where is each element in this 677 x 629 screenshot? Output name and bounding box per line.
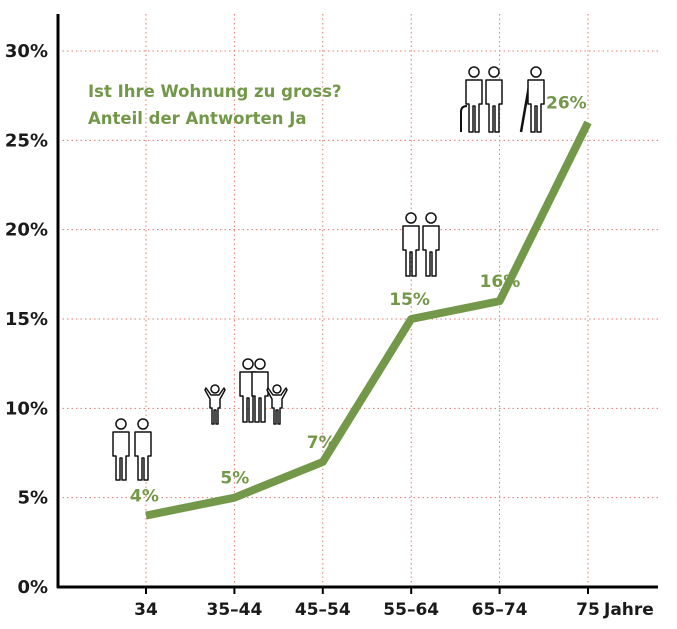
data-label: 26% [546, 93, 587, 113]
couple-icon [112, 418, 152, 481]
y-tick-label: 20% [5, 220, 48, 241]
data-label: 16% [480, 272, 521, 292]
data-label: 15% [389, 290, 430, 310]
data-label: 4% [130, 487, 159, 507]
x-tick-label: 45–54 [295, 600, 351, 620]
couple-icon [402, 212, 440, 277]
data-label: 5% [220, 469, 249, 489]
walking-cane-icon [460, 105, 468, 132]
y-tick-label: 30% [5, 41, 48, 62]
y-tick-label: 5% [17, 488, 48, 509]
y-tick-label: 0% [17, 577, 48, 598]
x-tick-label: 34 [134, 600, 158, 620]
grid-lines [58, 14, 658, 594]
series-group [145, 120, 592, 520]
chart-subtitle: Anteil der Antworten Ja [88, 109, 307, 128]
x-axis-unit-label: Jahre [603, 600, 654, 620]
elderly-couple-or-single-icon [460, 66, 545, 133]
y-tick-label: 25% [5, 130, 48, 151]
data-label: 7% [307, 433, 336, 453]
axes [56, 14, 658, 589]
family-with-children-icon [204, 358, 288, 425]
y-tick-labels: 0% 5% 10% 15% 20% 25% 30% [5, 41, 48, 598]
series-line [145, 120, 592, 520]
x-tick-label: 35–44 [206, 600, 262, 620]
x-tick-label: 55–64 [383, 600, 439, 620]
y-tick-label: 10% [5, 398, 48, 419]
chart-title: Ist Ihre Wohnung zu gross? [88, 82, 342, 101]
data-labels: 4% 5% 7% 15% 16% 26% [130, 93, 587, 506]
y-tick-label: 15% [5, 309, 48, 330]
x-tick-label: 75 [576, 600, 600, 620]
x-tick-labels: 34 35–44 45–54 55–64 65–74 75 [134, 600, 600, 620]
x-tick-label: 65–74 [472, 600, 528, 620]
